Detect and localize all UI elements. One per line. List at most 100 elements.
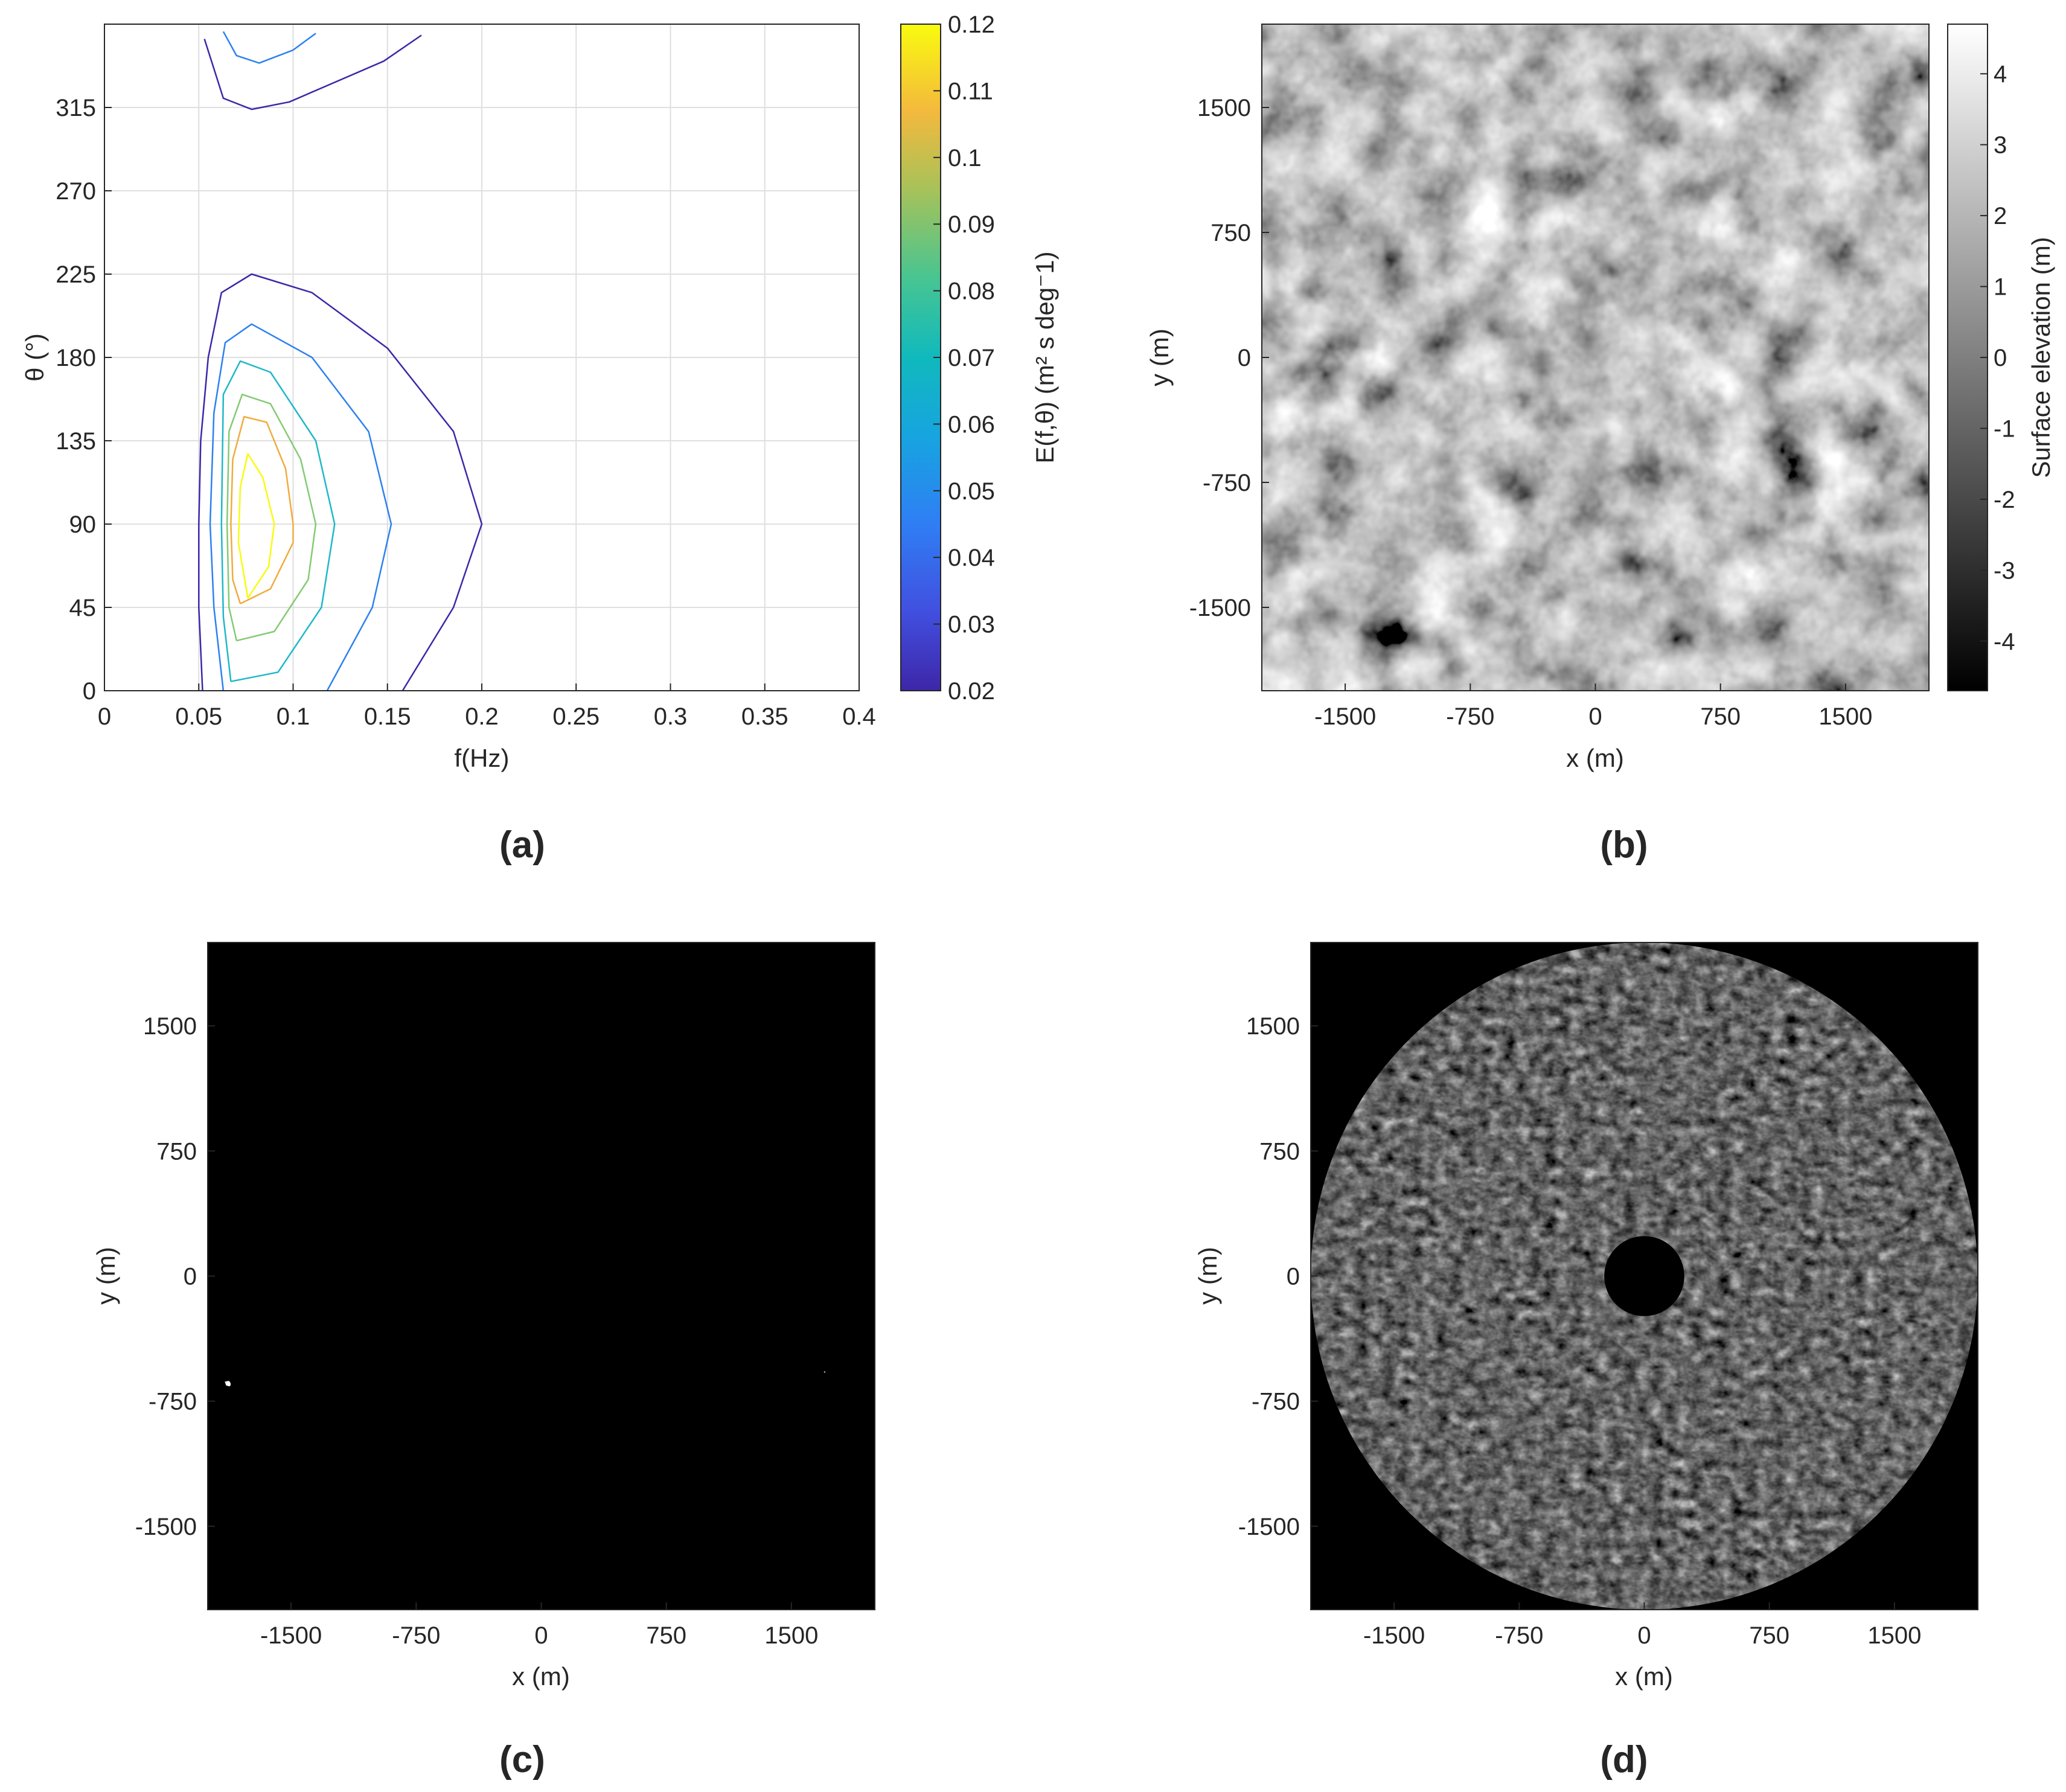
panel-a-x-tick-label: 0.3: [654, 703, 688, 730]
panel-b-y-axis-label: y (m): [1145, 328, 1174, 386]
panel-a-y-tick-label: 45: [69, 595, 97, 621]
contour-line-level-0_04: [209, 323, 392, 691]
panel-b-colorbar-tick-label: 3: [1994, 132, 2007, 159]
panel-c-y-tick-label: -1500: [135, 1514, 197, 1540]
panel-a-colorbar-tick-label: 0.06: [948, 411, 995, 438]
panel-a-label: (a): [499, 824, 545, 866]
panel-a-y-tick-label: 225: [56, 261, 96, 288]
panel-c-y-ticks: -1500 -750 0 750 1500: [135, 1013, 215, 1540]
panel-c-x-tick-label: -1500: [260, 1622, 322, 1649]
panel-d-label: (d): [1600, 1739, 1648, 1781]
panel-b-colorbar-tick-label: 0: [1994, 345, 2007, 371]
panel-b-colorbar-ticks: -4 -3 -2 -1 0 1 2 3 4: [1980, 61, 2015, 655]
panel-b-x-ticks: -1500 -750 0 750 1500: [1314, 683, 1872, 730]
panel-b-x-tick-label: 0: [1588, 703, 1602, 730]
contour-line-level-0_02: [203, 34, 422, 110]
panel-d-x-tick-label: 1500: [1867, 1622, 1921, 1649]
panel-c-x-axis-label: x (m): [512, 1662, 570, 1691]
panel-c-label: (c): [499, 1739, 545, 1781]
panel-a-x-tick-label: 0: [98, 703, 111, 730]
panel-c-y-tick-label: 750: [156, 1138, 197, 1165]
panel-a-y-tick-label: 270: [56, 178, 96, 205]
panel-d-y-tick-label: 750: [1259, 1138, 1300, 1165]
panel-c-y-tick-label: 0: [184, 1264, 197, 1290]
panel-b-colorbar-tick-label: 4: [1994, 61, 2007, 88]
panel-c-y-tick-label: 1500: [143, 1013, 197, 1040]
panel-b-y-tick-label: -750: [1203, 470, 1251, 496]
panel-a-colorbar-ticks: 0.02 0.03 0.04 0.05 0.06 0.07 0.08 0.09 0.1 0.11 0…: [933, 11, 995, 705]
panel-a-x-tick-label: 0.15: [364, 703, 411, 730]
panel-a-colorbar-tick-label: 0.09: [948, 211, 995, 238]
panel-a-y-axis-label: θ (°): [21, 333, 49, 382]
panel-c-shadow-mask-image: [208, 942, 875, 1610]
panel-a: 0 0.05 0.1 0.15 0.2 0.25 0.3 0.35 0.4 0 45 90 135 18…: [21, 11, 1059, 866]
panel-d-x-tick-label: 0: [1637, 1622, 1651, 1649]
panel-a-colorbar-tick-label: 0.12: [948, 11, 995, 38]
panel-b-colorbar-tick-label: 2: [1994, 203, 2007, 229]
panel-b-x-tick-label: 1500: [1818, 703, 1872, 730]
panel-c-x-tick-label: 750: [646, 1622, 686, 1649]
panel-b-y-ticks: -1500 -750 0 750 1500: [1189, 95, 1269, 621]
panel-b-x-axis-label: x (m): [1566, 744, 1624, 772]
panel-a-colorbar-tick-label: 0.03: [948, 612, 995, 638]
panel-a-x-tick-label: 0.35: [741, 703, 788, 730]
panel-d-radar-image: [1311, 942, 1978, 1610]
panel-a-colorbar-tick-label: 0.08: [948, 278, 995, 305]
panel-a-colorbar-tick-label: 0.07: [948, 345, 995, 371]
panel-a-x-ticks: 0 0.05 0.1 0.15 0.2 0.25 0.3 0.35 0.4: [98, 683, 876, 730]
panel-b-colorbar-tick-label: -1: [1994, 415, 2015, 442]
panel-a-y-tick-label: 315: [56, 95, 96, 121]
panel-b-colorbar-tick-label: 1: [1994, 274, 2007, 301]
panel-a-y-ticks: 0 45 90 135 180 225 270 315: [56, 95, 112, 705]
panel-b-y-tick-label: 1500: [1197, 95, 1251, 121]
panel-b-x-tick-label: -1500: [1314, 703, 1376, 730]
panel-a-x-tick-label: 0.05: [175, 703, 222, 730]
panel-a-colorbar-tick-label: 0.04: [948, 545, 995, 571]
panel-b-surface-image: [1262, 24, 1929, 691]
panel-d-x-tick-label: -1500: [1363, 1622, 1425, 1649]
panel-a-x-tick-label: 0.25: [552, 703, 600, 730]
contour-line-level-0_02: [198, 273, 483, 691]
panel-b-y-tick-label: -1500: [1189, 595, 1251, 621]
panel-d-y-tick-label: 1500: [1246, 1013, 1300, 1040]
panel-d-x-tick-label: -750: [1495, 1622, 1543, 1649]
panel-b-colorbar-tick-label: -2: [1994, 487, 2015, 513]
panel-a-colorbar-tick-label: 0.1: [948, 145, 982, 171]
panel-d-y-axis-label: y (m): [1194, 1247, 1222, 1305]
panel-d-y-ticks: -1500 -750 0 750 1500: [1238, 1013, 1318, 1540]
panel-d-y-tick-label: -1500: [1238, 1514, 1300, 1540]
panel-a-colorbar-tick-label: 0.05: [948, 478, 995, 505]
panel-c-y-tick-label: -750: [149, 1389, 197, 1415]
panel-c: -1500 -750 0 750 1500 -1500 -750 0 750 1500 x (m…: [92, 942, 875, 1781]
panel-c-x-tick-label: 1500: [764, 1622, 818, 1649]
panel-c-x-tick-label: -750: [392, 1622, 440, 1649]
panel-b-label: (b): [1600, 824, 1648, 866]
panel-a-y-tick-label: 135: [56, 428, 96, 455]
panel-c-x-tick-label: 0: [534, 1622, 548, 1649]
contour-line-level-0_06: [220, 360, 336, 682]
panel-a-x-tick-label: 0.4: [842, 703, 876, 730]
panel-a-contours: [198, 31, 483, 691]
panel-b-x-tick-label: -750: [1446, 703, 1494, 730]
panel-d-x-ticks: -1500 -750 0 750 1500: [1363, 1602, 1921, 1649]
panel-d-y-tick-label: 0: [1287, 1264, 1300, 1290]
panel-c-y-axis-label: y (m): [92, 1247, 120, 1305]
panel-d-x-tick-label: 750: [1749, 1622, 1789, 1649]
panel-a-colorbar-label: E(f,θ) (m² s deg⁻1): [1031, 251, 1059, 463]
panel-a-y-tick-label: 0: [83, 678, 96, 705]
contour-line-level-0_12: [237, 453, 275, 599]
panel-d-x-axis-label: x (m): [1615, 1662, 1673, 1691]
panel-d-y-tick-label: -750: [1252, 1389, 1300, 1415]
panel-a-y-tick-label: 90: [69, 511, 97, 538]
panel-b-x-tick-label: 750: [1700, 703, 1741, 730]
panel-c-x-ticks: -1500 -750 0 750 1500: [260, 1602, 818, 1649]
panel-a-x-axis-label: f(Hz): [455, 744, 510, 772]
panel-a-colorbar-tick-label: 0.02: [948, 678, 995, 705]
panel-b-colorbar-tick-label: -4: [1994, 629, 2015, 655]
panel-b-colorbar-tick-label: -3: [1994, 557, 2015, 584]
panel-d: -1500 -750 0 750 1500 -1500 -750 0 750 1500 x (m…: [1194, 942, 1978, 1781]
panel-b-colorbar-label: Surface elevation (m): [2027, 237, 2055, 478]
panel-b: -1500 -750 0 750 1500 -1500 -750 0 750 1500 x (m…: [1145, 24, 2055, 866]
panel-b-y-tick-label: 0: [1238, 345, 1251, 371]
